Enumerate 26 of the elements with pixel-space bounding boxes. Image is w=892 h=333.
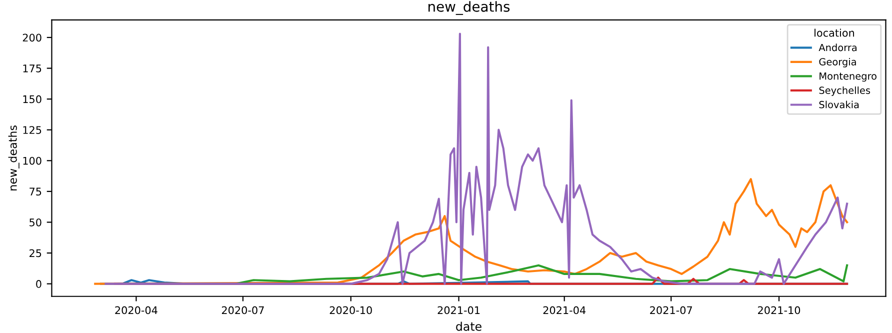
legend-label: Montenegro bbox=[820, 72, 876, 82]
y-axis-title: new_deaths bbox=[8, 126, 20, 190]
y-tick-label: 200 bbox=[22, 34, 42, 42]
chart-title: new_deaths bbox=[428, 1, 510, 15]
y-tick-label: 50 bbox=[30, 218, 42, 226]
y-tick-label: 75 bbox=[30, 188, 42, 196]
x-tick-label: 2020-07 bbox=[222, 306, 264, 314]
legend-label: Seychelles bbox=[819, 86, 870, 96]
y-tick-label: 150 bbox=[23, 95, 42, 104]
legend-label: Slovakia bbox=[819, 100, 859, 108]
x-tick-label: 2021-04 bbox=[543, 306, 586, 314]
line-series bbox=[94, 178, 848, 285]
legend-label: Georgia bbox=[819, 58, 856, 68]
x-tick-label: 2021-10 bbox=[758, 306, 800, 314]
y-tick-label: 100 bbox=[23, 156, 42, 165]
y-tick-label: 125 bbox=[23, 126, 42, 134]
x-tick-label: 2021-07 bbox=[650, 306, 692, 314]
y-tick-label: 25 bbox=[30, 249, 42, 258]
x-tick-label: 2020-10 bbox=[330, 306, 372, 314]
y-tick-label: 175 bbox=[23, 64, 42, 72]
legend-label: Andorra bbox=[818, 44, 857, 52]
y-tick-label: 0 bbox=[36, 280, 42, 288]
x-tick-label: 2021-01 bbox=[438, 306, 480, 314]
legend-title: location bbox=[814, 28, 854, 37]
x-axis-title: date bbox=[456, 322, 482, 331]
x-tick-label: 2020-04 bbox=[115, 306, 158, 314]
